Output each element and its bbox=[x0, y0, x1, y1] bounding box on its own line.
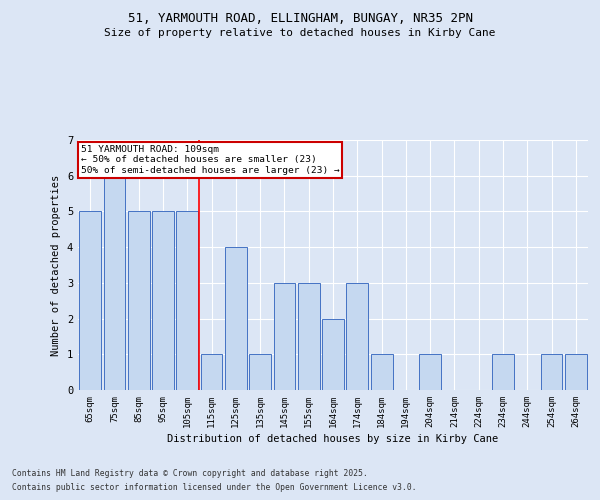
Bar bbox=[346, 283, 368, 390]
Bar bbox=[79, 212, 101, 390]
Bar bbox=[274, 283, 295, 390]
Text: 51 YARMOUTH ROAD: 109sqm
← 50% of detached houses are smaller (23)
50% of semi-d: 51 YARMOUTH ROAD: 109sqm ← 50% of detach… bbox=[80, 145, 340, 175]
Bar bbox=[565, 354, 587, 390]
Bar bbox=[152, 212, 174, 390]
Bar bbox=[200, 354, 223, 390]
Bar bbox=[298, 283, 320, 390]
Bar bbox=[128, 212, 149, 390]
Bar bbox=[104, 176, 125, 390]
Bar bbox=[225, 247, 247, 390]
Y-axis label: Number of detached properties: Number of detached properties bbox=[52, 174, 61, 356]
Bar bbox=[176, 212, 198, 390]
Text: Contains HM Land Registry data © Crown copyright and database right 2025.: Contains HM Land Registry data © Crown c… bbox=[12, 468, 368, 477]
Bar bbox=[371, 354, 392, 390]
Bar bbox=[492, 354, 514, 390]
Bar bbox=[249, 354, 271, 390]
Bar bbox=[419, 354, 441, 390]
Text: Size of property relative to detached houses in Kirby Cane: Size of property relative to detached ho… bbox=[104, 28, 496, 38]
Bar bbox=[322, 318, 344, 390]
Text: 51, YARMOUTH ROAD, ELLINGHAM, BUNGAY, NR35 2PN: 51, YARMOUTH ROAD, ELLINGHAM, BUNGAY, NR… bbox=[128, 12, 473, 26]
X-axis label: Distribution of detached houses by size in Kirby Cane: Distribution of detached houses by size … bbox=[167, 434, 499, 444]
Bar bbox=[541, 354, 562, 390]
Text: Contains public sector information licensed under the Open Government Licence v3: Contains public sector information licen… bbox=[12, 484, 416, 492]
